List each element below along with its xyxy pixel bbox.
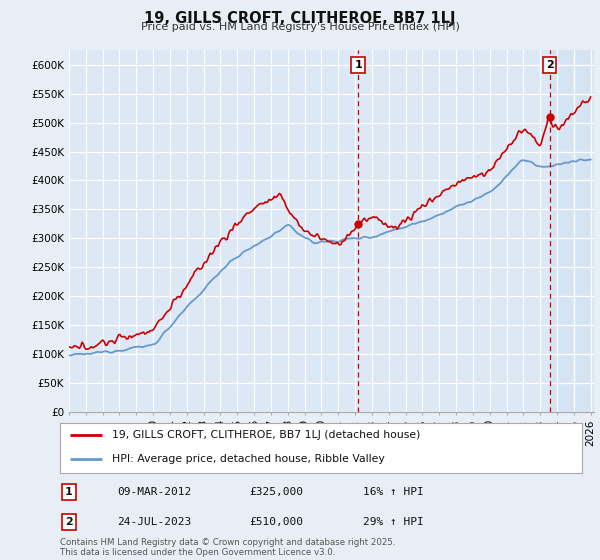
Text: 1: 1 — [354, 60, 362, 70]
Text: HPI: Average price, detached house, Ribble Valley: HPI: Average price, detached house, Ribb… — [112, 454, 385, 464]
Text: 1: 1 — [65, 487, 73, 497]
Text: £325,000: £325,000 — [249, 487, 303, 497]
Text: 2: 2 — [546, 60, 553, 70]
Text: 2: 2 — [65, 517, 73, 527]
Text: Contains HM Land Registry data © Crown copyright and database right 2025.
This d: Contains HM Land Registry data © Crown c… — [60, 538, 395, 557]
Bar — [550, 50, 594, 412]
Text: 19, GILLS CROFT, CLITHEROE, BB7 1LJ (detached house): 19, GILLS CROFT, CLITHEROE, BB7 1LJ (det… — [112, 431, 421, 440]
Text: 24-JUL-2023: 24-JUL-2023 — [117, 517, 191, 527]
Text: 16% ↑ HPI: 16% ↑ HPI — [363, 487, 424, 497]
Text: 29% ↑ HPI: 29% ↑ HPI — [363, 517, 424, 527]
Text: Price paid vs. HM Land Registry's House Price Index (HPI): Price paid vs. HM Land Registry's House … — [140, 22, 460, 32]
Text: 19, GILLS CROFT, CLITHEROE, BB7 1LJ: 19, GILLS CROFT, CLITHEROE, BB7 1LJ — [144, 11, 456, 26]
Text: £510,000: £510,000 — [249, 517, 303, 527]
Text: 09-MAR-2012: 09-MAR-2012 — [117, 487, 191, 497]
